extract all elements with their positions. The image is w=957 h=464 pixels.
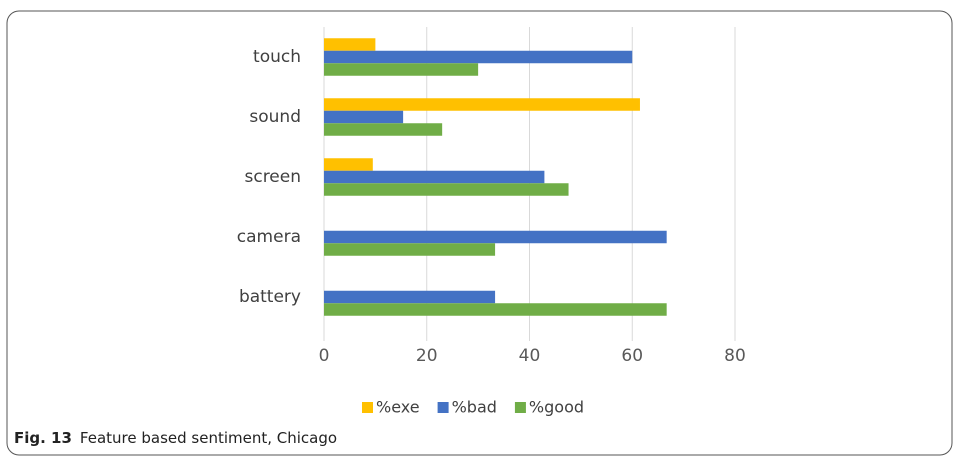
x-tick-label: 20 [416,346,438,366]
bar [324,110,404,124]
y-tick-label: battery [239,287,301,307]
legend-swatch [362,402,373,413]
legend-label: %good [529,398,584,417]
y-tick-label: touch [253,47,301,67]
legend-swatch [514,402,526,413]
bar [324,183,569,196]
caption-label: Fig. 13 [14,429,72,447]
bar [324,38,376,51]
legend-label: %bad [452,398,497,417]
x-tick-label: 60 [621,346,643,366]
x-tick-label: 80 [724,346,746,366]
bar [324,230,667,244]
y-tick-label: camera [237,227,301,247]
legend-label: %exe [376,398,420,417]
bar [324,50,633,64]
x-tick-label: 0 [319,346,330,366]
y-tick-label: screen [244,167,301,187]
legend-swatch [437,402,449,413]
bar [324,123,443,136]
bar [324,243,496,256]
caption-text: Feature based sentiment, Chicago [80,429,337,447]
caption: Fig. 13 Feature based sentiment, Chicago [14,429,337,447]
bar [324,98,640,111]
frame [6,10,953,456]
y-tick-label: sound [249,107,301,127]
bar [324,303,667,316]
bar [324,158,373,171]
x-tick-label: 40 [519,346,541,366]
bar [324,63,479,76]
bar [324,170,545,184]
bar [324,290,496,304]
